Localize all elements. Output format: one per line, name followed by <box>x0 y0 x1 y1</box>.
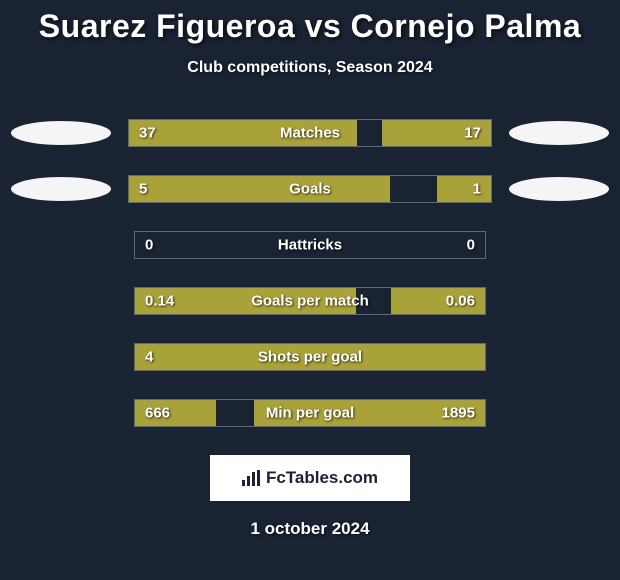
stat-right-value: 1895 <box>442 405 475 422</box>
date-label: 1 october 2024 <box>0 519 620 539</box>
stat-left-value: 4 <box>145 349 153 366</box>
stat-left-value: 5 <box>139 181 147 198</box>
stat-right-value: 0 <box>467 237 475 254</box>
stat-bar: 0.14 0.06 Goals per match <box>134 287 486 315</box>
brand-badge: FcTables.com <box>210 455 410 501</box>
stat-label: Shots per goal <box>258 349 362 366</box>
bar-gap <box>357 120 382 146</box>
stat-bar: 4 Shots per goal <box>134 343 486 371</box>
bar-gap <box>390 176 437 202</box>
stat-right-value: 17 <box>464 125 481 142</box>
stat-label: Min per goal <box>266 405 354 422</box>
stat-left-value: 0 <box>145 237 153 254</box>
page-title: Suarez Figueroa vs Cornejo Palma <box>0 8 620 45</box>
subtitle: Club competitions, Season 2024 <box>0 59 620 77</box>
team-left-logo <box>6 120 116 146</box>
stat-row: 37 17 Matches <box>0 119 620 147</box>
stat-label: Hattricks <box>278 237 342 254</box>
stat-label: Matches <box>280 125 340 142</box>
stat-row: 0 0 Hattricks <box>0 231 620 259</box>
stat-left-value: 37 <box>139 125 156 142</box>
stat-right-value: 1 <box>473 181 481 198</box>
bar-left-fill <box>129 176 390 202</box>
stat-bar: 0 0 Hattricks <box>134 231 486 259</box>
stat-row: 4 Shots per goal <box>0 343 620 371</box>
brand-label: FcTables.com <box>266 468 378 488</box>
comparison-infographic: Suarez Figueroa vs Cornejo Palma Club co… <box>0 0 620 539</box>
stat-row: 666 1895 Min per goal <box>0 399 620 427</box>
stat-left-value: 0.14 <box>145 293 174 310</box>
stat-label: Goals <box>289 181 331 198</box>
stat-row: 5 1 Goals <box>0 175 620 203</box>
stat-left-value: 666 <box>145 405 170 422</box>
stat-bar: 666 1895 Min per goal <box>134 399 486 427</box>
stat-right-value: 0.06 <box>446 293 475 310</box>
team-left-logo <box>6 176 116 202</box>
team-right-logo <box>504 120 614 146</box>
stats-list: 37 17 Matches 5 1 Goals 0 0 Hattricks 0.14 0.06 Goa… <box>0 119 620 427</box>
stat-bar: 5 1 Goals <box>128 175 492 203</box>
stat-bar: 37 17 Matches <box>128 119 492 147</box>
team-right-logo <box>504 176 614 202</box>
bar-gap <box>216 400 255 426</box>
bar-chart-icon <box>242 470 260 486</box>
bar-right-fill <box>437 176 491 202</box>
stat-row: 0.14 0.06 Goals per match <box>0 287 620 315</box>
stat-label: Goals per match <box>251 293 369 310</box>
